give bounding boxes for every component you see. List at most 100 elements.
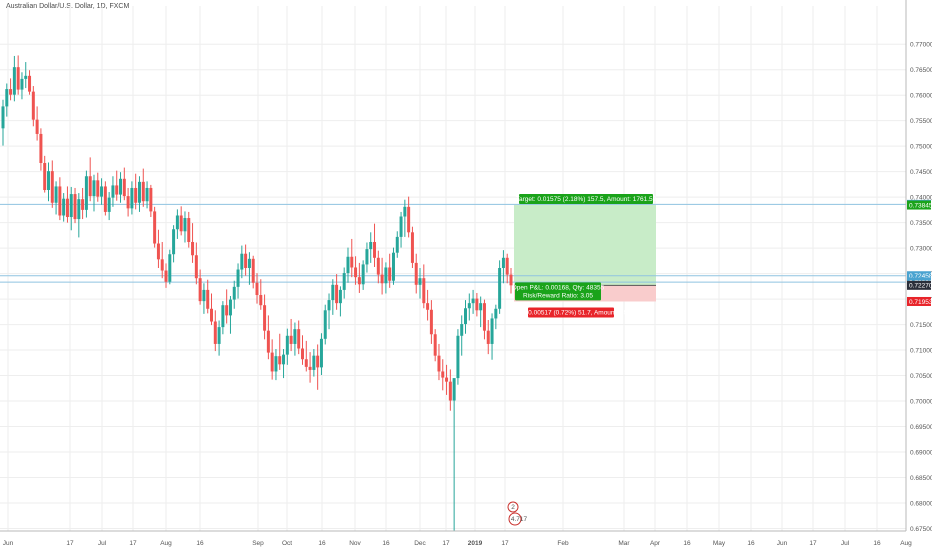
candle-body	[391, 252, 395, 281]
candle-body	[422, 278, 426, 304]
x-tick-label: Jun	[777, 540, 788, 547]
candle-body	[206, 289, 210, 309]
candle-body	[172, 229, 176, 255]
x-tick-label: 16	[873, 540, 881, 547]
y-tick-label: 0.75500	[910, 118, 932, 125]
event-count-bottom: 4.717	[511, 516, 528, 523]
candle-body	[289, 335, 293, 344]
candle-body	[323, 310, 327, 339]
candle-body	[505, 257, 509, 275]
y-tick-label: 0.71500	[910, 322, 932, 329]
candles	[1, 55, 513, 531]
candle-body	[31, 91, 35, 120]
events-badge[interactable]: 2 4.717	[507, 501, 528, 526]
candle-body	[20, 78, 24, 90]
horizontal-levels	[0, 203, 906, 283]
candle-body	[247, 258, 251, 268]
candle-body	[141, 181, 145, 202]
candle-body	[395, 236, 399, 253]
grid	[0, 6, 907, 531]
candle-body	[168, 254, 172, 282]
candle-body	[175, 215, 179, 230]
y-tick-label: 0.75000	[910, 143, 932, 150]
y-tick-label: 0.68500	[910, 475, 932, 482]
price-label-target	[907, 200, 931, 210]
candle-body	[297, 329, 301, 349]
candle-body	[96, 180, 100, 197]
candle-body	[300, 348, 304, 360]
x-tick-label: May	[713, 540, 726, 547]
x-tick-label: 16	[747, 540, 755, 547]
price-label-current	[907, 280, 931, 290]
candle-body	[441, 371, 445, 378]
x-tick-label: Oct	[282, 540, 292, 547]
candle-body	[160, 259, 164, 271]
position-tool[interactable]: Target: 0.01575 (2.18%) 157.5, Amount: 1…	[511, 194, 657, 318]
candle-body	[464, 308, 468, 325]
candle-body	[153, 211, 157, 244]
candle-body	[225, 305, 229, 316]
y-tick-label: 0.68000	[910, 500, 932, 507]
candle-body	[236, 269, 240, 287]
price-label-text: 0.73845	[909, 202, 932, 209]
target-label-box	[519, 194, 653, 205]
x-tick-label: Feb	[557, 540, 569, 547]
candle-body	[448, 381, 452, 401]
candle-body	[380, 274, 384, 284]
price-label-stop	[907, 296, 931, 306]
candle-body	[445, 377, 449, 382]
candle-body	[194, 255, 198, 279]
stop-label-box	[528, 307, 614, 318]
candle-body	[12, 67, 16, 95]
candle-body	[202, 289, 206, 302]
event-count-top: 2	[511, 504, 515, 511]
candle-body	[429, 309, 433, 335]
x-tick-label: 17	[442, 540, 450, 547]
x-tick-label: Mar	[618, 540, 630, 547]
candle-body	[501, 257, 505, 268]
candle-body	[5, 89, 9, 107]
candle-body	[58, 186, 62, 216]
candle-body	[35, 119, 39, 134]
candle-body	[232, 286, 236, 300]
candle-body	[471, 298, 475, 304]
candle-body	[376, 257, 380, 275]
open-pnl-label-text: Risk/Reward Ratio: 3.05	[523, 292, 593, 299]
y-tick-label: 0.73000	[910, 245, 932, 252]
candle-body	[338, 289, 342, 304]
candle-body	[179, 215, 183, 232]
x-tick-label: 17	[501, 540, 509, 547]
x-tick-label: 2019	[468, 540, 483, 547]
x-tick-label: Jul	[98, 540, 107, 547]
candle-body	[62, 198, 66, 216]
candle-body	[54, 186, 58, 203]
candle-body	[137, 181, 141, 203]
price-label-level	[907, 271, 931, 281]
candle-body	[84, 176, 88, 210]
x-tick-label: 17	[129, 540, 137, 547]
x-tick-label: 16	[196, 540, 204, 547]
y-tick-label: 0.67500	[910, 526, 932, 533]
candle-body	[50, 171, 54, 203]
candle-body	[221, 305, 225, 328]
candle-body	[251, 258, 255, 283]
candle-body	[399, 216, 403, 237]
y-tick-label: 0.70000	[910, 398, 932, 405]
x-tick-label: 16	[318, 540, 326, 547]
candle-body	[164, 270, 168, 282]
candle-body	[81, 199, 85, 210]
event-icon-top[interactable]	[507, 501, 519, 513]
candle-body	[410, 232, 414, 263]
x-tick-label: Dec	[414, 540, 426, 547]
candle-body	[28, 75, 32, 92]
candle-body	[354, 267, 358, 278]
candle-body	[134, 187, 138, 203]
candle-body	[65, 198, 69, 218]
candle-body	[149, 187, 153, 212]
candle-body	[327, 300, 331, 311]
event-icon-bottom[interactable]	[508, 512, 522, 526]
candle-body	[388, 267, 392, 281]
candle-body	[43, 162, 47, 191]
